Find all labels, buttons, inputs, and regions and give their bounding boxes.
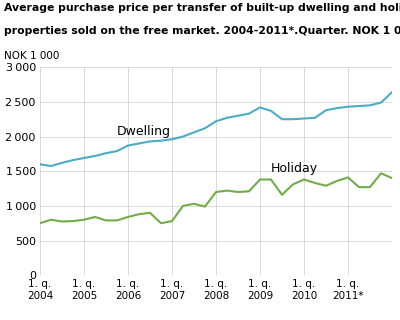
Text: NOK 1 000: NOK 1 000	[4, 51, 59, 61]
Text: Holiday: Holiday	[271, 162, 318, 175]
Text: Dwelling: Dwelling	[117, 125, 171, 138]
Text: properties sold on the free market. 2004-2011*.Quarter. NOK 1 000: properties sold on the free market. 2004…	[4, 26, 400, 36]
Text: Average purchase price per transfer of built-up dwelling and holiday: Average purchase price per transfer of b…	[4, 3, 400, 13]
